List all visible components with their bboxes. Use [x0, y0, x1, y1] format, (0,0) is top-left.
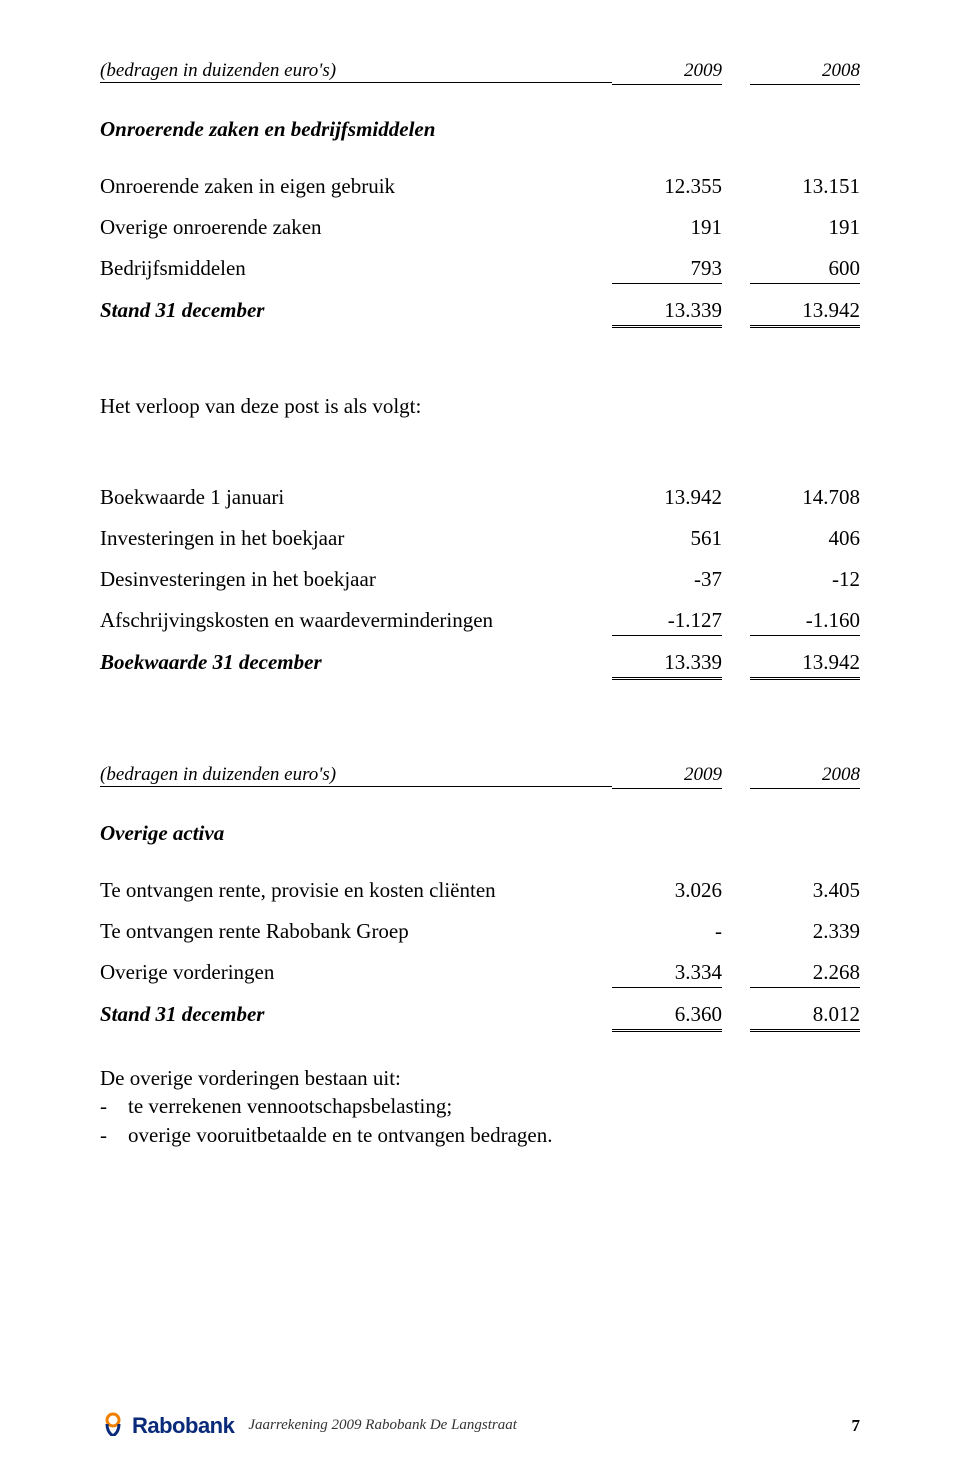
rabobank-logo: Rabobank	[100, 1410, 234, 1441]
table-row-total: Boekwaarde 31 december 13.339 13.942	[100, 650, 860, 680]
table-row: Boekwaarde 1 januari 13.942 14.708	[100, 485, 860, 512]
dash-icon: -	[100, 1092, 128, 1120]
header-label: (bedragen in duizenden euro's)	[100, 60, 612, 83]
section-title-onroerende: Onroerende zaken en bedrijfsmiddelen	[100, 117, 860, 142]
table-row: Bedrijfsmiddelen 793 600	[100, 256, 860, 284]
table-row: Onroerende zaken in eigen gebruik 12.355…	[100, 174, 860, 201]
verloop-intro: Het verloop van deze post is als volgt:	[100, 394, 860, 419]
table-row-total: Stand 31 december 13.339 13.942	[100, 298, 860, 328]
table-row: Overige vorderingen 3.334 2.268	[100, 960, 860, 988]
closing-intro: De overige vorderingen bestaan uit:	[100, 1064, 860, 1092]
table-row-total: Stand 31 december 6.360 8.012	[100, 1002, 860, 1032]
header-col-2009: 2009	[612, 764, 722, 789]
rabobank-logo-icon	[100, 1410, 126, 1441]
closing-block: De overige vorderingen bestaan uit: - te…	[100, 1064, 860, 1149]
table-row: Desinvesteringen in het boekjaar -37 -12	[100, 567, 860, 594]
header-col-2008: 2008	[750, 764, 860, 789]
header-label: (bedragen in duizenden euro's)	[100, 764, 612, 787]
table-row: Te ontvangen rente, provisie en kosten c…	[100, 878, 860, 905]
rabobank-logo-text: Rabobank	[132, 1413, 234, 1439]
table-row: Te ontvangen rente Rabobank Groep - 2.33…	[100, 919, 860, 946]
dash-icon: -	[100, 1121, 128, 1149]
table-row: Afschrijvingskosten en waardeverminderin…	[100, 608, 860, 636]
table-row: Overige onroerende zaken 191 191	[100, 215, 860, 242]
header-col-2009: 2009	[612, 60, 722, 85]
section-title-overige-activa: Overige activa	[100, 821, 860, 846]
table-row: Investeringen in het boekjaar 561 406	[100, 526, 860, 553]
table-header-1: (bedragen in duizenden euro's) 2009 2008	[100, 60, 860, 85]
table-header-2: (bedragen in duizenden euro's) 2009 2008	[100, 764, 860, 789]
closing-bullet: - te verrekenen vennootschapsbelasting;	[100, 1092, 860, 1120]
header-col-2008: 2008	[750, 60, 860, 85]
footer-text: Jaarrekening 2009 Rabobank De Langstraat	[248, 1417, 851, 1434]
section-title-label: Onroerende zaken en bedrijfsmiddelen	[100, 117, 612, 142]
closing-bullet: - overige vooruitbetaalde en te ontvange…	[100, 1121, 860, 1149]
page-number: 7	[852, 1416, 861, 1436]
page-footer: Rabobank Jaarrekening 2009 Rabobank De L…	[0, 1410, 960, 1441]
